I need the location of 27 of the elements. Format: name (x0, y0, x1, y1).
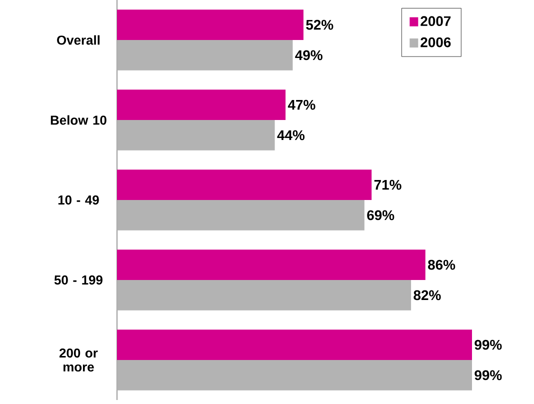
bar (117, 330, 472, 360)
bar (117, 360, 472, 390)
legend-label: 2006 (420, 37, 451, 48)
y-tick-label: 50 - 199 (54, 275, 102, 285)
bar (117, 120, 275, 150)
data-label: 99% (474, 370, 502, 380)
data-label: 52% (306, 20, 334, 30)
bar (117, 170, 372, 200)
data-label: 71% (374, 180, 402, 190)
bar (117, 250, 426, 280)
legend-label: 2007 (420, 16, 451, 26)
bar (117, 200, 364, 230)
y-tick-label: Overall (57, 35, 100, 45)
data-label: 82% (414, 290, 441, 300)
y-tick-label: 200 or more (59, 348, 98, 372)
data-label: 44% (277, 130, 305, 140)
y-tick-label: 10 - 49 (58, 195, 99, 205)
data-label: 99% (474, 340, 502, 350)
y-tick-label: Below 10 (50, 115, 106, 125)
data-label: 49% (295, 50, 322, 60)
data-label: 69% (367, 210, 394, 220)
bar (117, 280, 412, 310)
bar (117, 10, 304, 40)
bar (117, 90, 286, 120)
bar (117, 40, 293, 70)
data-label: 86% (428, 260, 456, 270)
data-label: 47% (288, 100, 316, 110)
